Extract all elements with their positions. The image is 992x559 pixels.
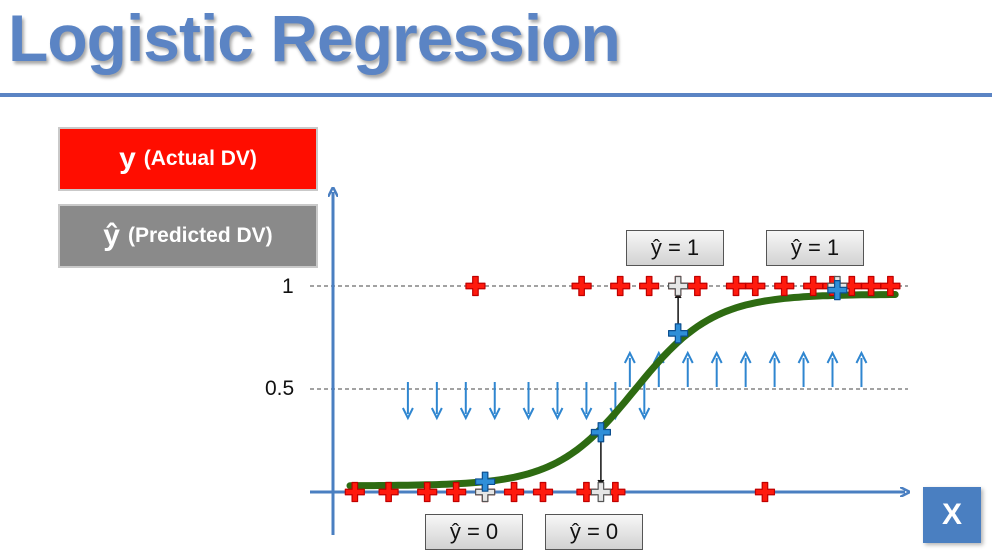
page-title: Logistic Regression bbox=[8, 1, 621, 75]
up-arrow bbox=[739, 350, 752, 387]
title-divider bbox=[0, 93, 992, 97]
legend-predicted-text: (Predicted DV) bbox=[127, 224, 273, 247]
up-arrow bbox=[768, 350, 781, 387]
projection-connector bbox=[674, 292, 682, 328]
down-arrow bbox=[522, 382, 535, 421]
actual-point-y0 bbox=[378, 481, 399, 503]
y-tick-0-5: 0.5 bbox=[265, 377, 295, 400]
predicted-point bbox=[668, 323, 689, 344]
actual-point-y1 bbox=[745, 275, 766, 297]
down-arrow bbox=[488, 382, 501, 421]
actual-point-y0 bbox=[754, 481, 776, 503]
projection-connector bbox=[597, 438, 605, 486]
up-arrow bbox=[681, 350, 694, 387]
legend-predicted-dv: ŷ (Predicted DV) bbox=[58, 204, 318, 268]
actual-point-y0 bbox=[503, 481, 525, 503]
actual-point-y1 bbox=[803, 275, 824, 297]
prediction-label-yhat-1-left: ŷ = 1 bbox=[626, 230, 724, 266]
actual-point-y0 bbox=[344, 481, 365, 503]
prediction-label-yhat-1-right: ŷ = 1 bbox=[766, 230, 864, 266]
up-arrow bbox=[710, 350, 723, 387]
down-arrow bbox=[459, 382, 472, 421]
predicted-point bbox=[827, 280, 848, 301]
down-arrow bbox=[402, 382, 414, 421]
down-arrow bbox=[551, 382, 564, 421]
actual-point-y0 bbox=[576, 481, 597, 503]
down-arrow bbox=[430, 382, 443, 421]
x-axis-label: X bbox=[923, 487, 981, 543]
actual-point-y1 bbox=[571, 275, 592, 297]
y-tick-1: 1 bbox=[282, 275, 294, 298]
actual-point-y1 bbox=[639, 275, 660, 297]
logistic-curve bbox=[346, 291, 899, 490]
up-arrow bbox=[623, 350, 636, 387]
projected-point bbox=[590, 481, 611, 503]
actual-point-y1 bbox=[725, 275, 747, 297]
legend-actual-text: (Actual DV) bbox=[143, 147, 257, 170]
actual-point-y1 bbox=[774, 275, 795, 297]
legend-predicted-symbol: ŷ bbox=[103, 219, 120, 252]
predicted-point bbox=[475, 471, 496, 492]
prediction-label-yhat-0-left: ŷ = 0 bbox=[425, 514, 523, 550]
actual-point-y1 bbox=[610, 275, 631, 297]
up-arrow bbox=[855, 350, 868, 387]
projected-point bbox=[668, 275, 689, 297]
actual-point-y0 bbox=[532, 481, 554, 503]
actual-point-y0 bbox=[417, 481, 438, 503]
predicted-point bbox=[590, 422, 611, 443]
actual-point-y1 bbox=[861, 275, 882, 297]
up-arrow bbox=[826, 350, 839, 387]
down-arrow bbox=[638, 382, 651, 421]
actual-point-y1 bbox=[880, 275, 901, 297]
up-arrow bbox=[797, 350, 810, 387]
actual-point-y1 bbox=[465, 275, 486, 297]
legend-actual-dv: y (Actual DV) bbox=[58, 127, 318, 191]
actual-point-y0 bbox=[446, 481, 467, 503]
legend-actual-symbol: y bbox=[119, 142, 136, 175]
actual-point-y1 bbox=[687, 275, 708, 297]
down-arrow bbox=[580, 382, 593, 421]
prediction-label-yhat-0-right: ŷ = 0 bbox=[545, 514, 643, 550]
